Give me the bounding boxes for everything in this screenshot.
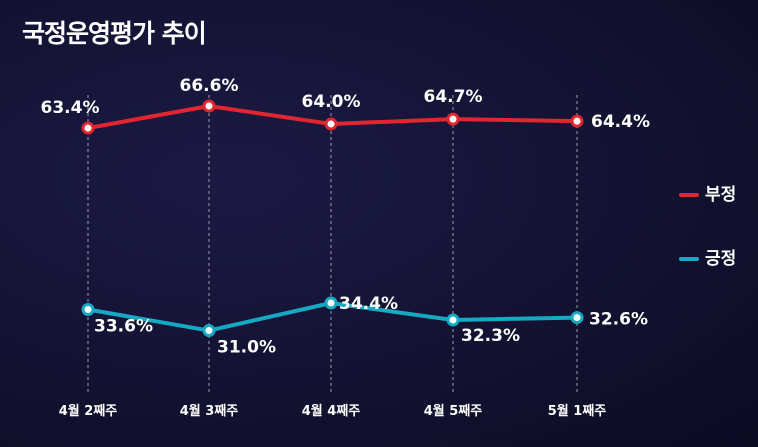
data-point-negative [81, 121, 95, 135]
legend-swatch-negative [679, 193, 699, 197]
data-label-positive: 32.6% [589, 310, 648, 330]
legend-swatch-positive [679, 257, 699, 261]
x-tick-label: 5월 1째주 [548, 403, 607, 419]
legend-label-negative: 부정 [705, 185, 737, 205]
data-label-negative: 66.6% [180, 76, 239, 96]
x-tick-label: 4월 2째주 [59, 403, 118, 419]
data-label-positive: 31.0% [217, 338, 276, 358]
data-point-negative [446, 112, 460, 126]
data-label-positive: 32.3% [461, 326, 520, 346]
data-label-positive: 34.4% [339, 294, 398, 314]
data-label-negative: 63.4% [41, 98, 100, 118]
data-point-negative [324, 117, 338, 131]
legend-item-positive: 긍정 [679, 244, 736, 269]
data-point-negative [202, 99, 216, 113]
data-label-positive: 33.6% [94, 316, 153, 336]
data-label-negative: 64.7% [424, 87, 483, 107]
legend-item-negative: 부정 [679, 180, 736, 205]
data-point-positive [570, 311, 584, 325]
data-point-positive [81, 302, 95, 316]
x-tick-label: 4월 4째주 [302, 403, 361, 419]
data-point-positive [324, 296, 338, 310]
x-tick-label: 4월 5째주 [424, 403, 483, 419]
data-label-negative: 64.4% [591, 112, 650, 132]
data-point-negative [570, 114, 584, 128]
data-point-positive [202, 324, 216, 338]
x-tick-label: 4월 3째주 [180, 403, 239, 419]
data-point-positive [446, 313, 460, 327]
data-label-negative: 64.0% [302, 92, 361, 112]
chart-title: 국정운영평가 추이 [22, 19, 207, 48]
legend-label-positive: 긍정 [705, 249, 737, 269]
